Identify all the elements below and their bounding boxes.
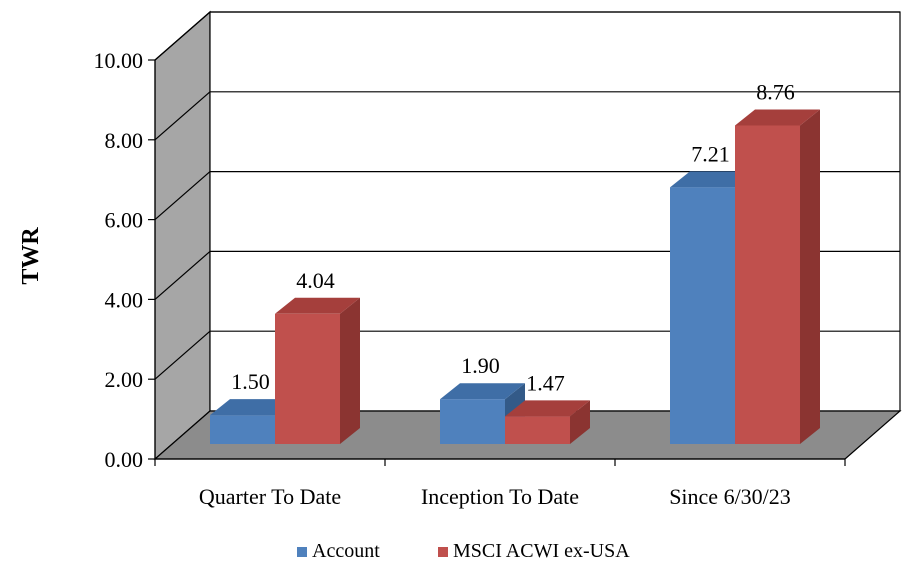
data-labels: 1.50 4.04 1.90 1.47 7.21 8.76 [231,79,795,395]
y-tick-label: 6.00 [105,208,144,233]
bar-side-face [340,297,360,444]
gridline-side [154,91,211,141]
data-label: 7.21 [691,141,730,166]
y-tick-label: 4.00 [105,287,144,312]
data-label: 1.47 [526,370,565,395]
bar-side-face [800,109,820,444]
legend-label: MSCI ACWI ex-USA [453,540,630,562]
side-wall-panel [154,10,211,461]
gridline-side [154,250,211,300]
gridline-side [154,330,211,380]
bar-top-face [670,171,755,188]
y-axis: 0.00 2.00 4.00 6.00 8.00 10.00 [94,48,156,472]
legend: Account MSCI ACWI ex-USA [297,540,630,562]
bar-top-face [735,109,820,126]
bar-msci-acwi-ex-usa [505,400,590,444]
x-tick-label: Inception To Date [421,484,579,509]
x-tick-label: Since 6/30/23 [669,484,791,509]
data-label: 1.50 [231,369,270,394]
bar-front-face [210,415,275,444]
legend-swatch [438,547,448,557]
bar-top-face [210,399,295,416]
y-axis-title: TWR [18,227,44,285]
y-tick-label: 2.00 [105,367,144,392]
bar-top-face [440,383,525,400]
bar-top-face [505,400,590,417]
y-tick-label: 10.00 [94,48,144,73]
bar-side-face [570,400,590,444]
bar-front-face [275,313,340,444]
gridline-side [154,171,211,221]
bar-front-face [440,399,505,444]
legend-label: Account [312,540,380,562]
y-tick-label: 0.00 [105,447,144,472]
bar-msci-acwi-ex-usa [275,297,360,444]
x-axis: Quarter To Date Inception To Date Since 6/… [154,458,846,509]
bars [210,109,820,445]
side-wall [154,10,211,461]
data-label: 8.76 [756,79,795,104]
gridline-side [154,11,211,61]
bar-msci-acwi-ex-usa [735,109,820,444]
bar-front-face [670,187,735,445]
bar-front-face [735,125,800,444]
bar-top-face [275,297,360,314]
legend-swatch [297,547,307,557]
data-label: 4.04 [296,268,335,293]
x-tick-label: Quarter To Date [199,484,341,509]
y-tick-label: 8.00 [105,128,144,153]
bar-front-face [505,416,570,444]
data-label: 1.90 [461,353,500,378]
